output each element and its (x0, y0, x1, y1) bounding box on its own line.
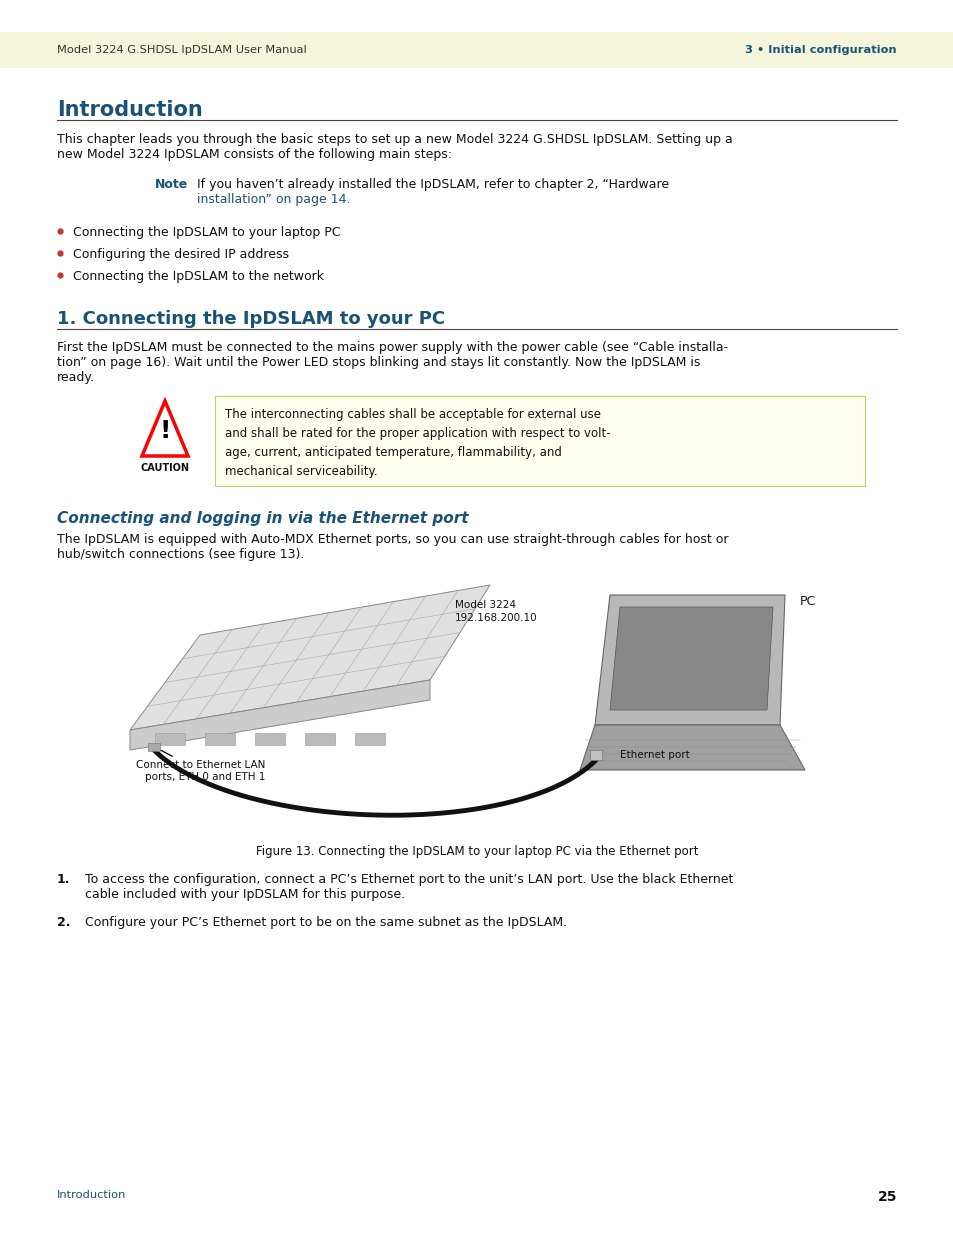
Polygon shape (579, 725, 804, 769)
Text: Configure your PC’s Ethernet port to be on the same subnet as the IpDSLAM.: Configure your PC’s Ethernet port to be … (85, 916, 566, 929)
Text: Model 3224 G.SHDSL IpDSLAM User Manual: Model 3224 G.SHDSL IpDSLAM User Manual (57, 44, 307, 56)
Text: Note: Note (154, 178, 188, 191)
Text: Ethernet port: Ethernet port (619, 750, 689, 760)
Text: age, current, anticipated temperature, flammability, and: age, current, anticipated temperature, f… (225, 446, 561, 459)
Text: CAUTION: CAUTION (140, 463, 190, 473)
Text: The IpDSLAM is equipped with Auto-MDX Ethernet ports, so you can use straight-th: The IpDSLAM is equipped with Auto-MDX Et… (57, 534, 728, 546)
Text: and shall be rated for the proper application with respect to volt-: and shall be rated for the proper applic… (225, 427, 610, 440)
Text: 1. Connecting the IpDSLAM to your PC: 1. Connecting the IpDSLAM to your PC (57, 310, 445, 329)
Bar (148, 743, 160, 751)
Text: 25: 25 (877, 1191, 896, 1204)
Text: tion” on page 16). Wait until the Power LED stops blinking and stays lit constan: tion” on page 16). Wait until the Power … (57, 356, 700, 369)
Text: ready.: ready. (57, 370, 95, 384)
Text: new Model 3224 IpDSLAM consists of the following main steps:: new Model 3224 IpDSLAM consists of the f… (57, 148, 452, 161)
Bar (214, 396, 864, 487)
Bar (305, 734, 335, 745)
Text: Figure 13. Connecting the IpDSLAM to your laptop PC via the Ethernet port: Figure 13. Connecting the IpDSLAM to you… (255, 845, 698, 858)
Text: cable included with your IpDSLAM for this purpose.: cable included with your IpDSLAM for thi… (85, 888, 405, 902)
Text: mechanical serviceability.: mechanical serviceability. (225, 466, 377, 478)
Bar (154, 734, 185, 745)
Polygon shape (609, 606, 772, 710)
Text: The interconnecting cables shall be acceptable for external use: The interconnecting cables shall be acce… (225, 408, 600, 421)
Text: !: ! (159, 419, 171, 443)
Text: Model 3224: Model 3224 (455, 600, 516, 610)
Text: 192.168.200.10: 192.168.200.10 (455, 613, 537, 622)
Polygon shape (130, 585, 490, 730)
Text: hub/switch connections (see figure 13).: hub/switch connections (see figure 13). (57, 548, 304, 561)
Polygon shape (130, 680, 430, 750)
Text: To access the configuration, connect a PC’s Ethernet port to the unit’s LAN port: To access the configuration, connect a P… (85, 873, 733, 885)
Bar (205, 734, 234, 745)
Text: First the IpDSLAM must be connected to the mains power supply with the power cab: First the IpDSLAM must be connected to t… (57, 341, 727, 354)
Text: Introduction: Introduction (57, 100, 203, 120)
Text: Configuring the desired IP address: Configuring the desired IP address (73, 248, 289, 261)
Bar (589, 750, 601, 760)
Bar (254, 734, 285, 745)
Text: installation” on page 14.: installation” on page 14. (196, 193, 350, 206)
Bar (355, 734, 385, 745)
Text: Connecting the IpDSLAM to the network: Connecting the IpDSLAM to the network (73, 270, 324, 283)
Text: Connecting the IpDSLAM to your laptop PC: Connecting the IpDSLAM to your laptop PC (73, 226, 340, 240)
Text: 2.: 2. (57, 916, 71, 929)
Text: This chapter leads you through the basic steps to set up a new Model 3224 G.SHDS: This chapter leads you through the basic… (57, 133, 732, 146)
Polygon shape (142, 401, 188, 456)
Text: Connect to Ethernet LAN
ports, ETH 0 and ETH 1: Connect to Ethernet LAN ports, ETH 0 and… (135, 747, 265, 782)
Text: Connecting and logging in via the Ethernet port: Connecting and logging in via the Ethern… (57, 511, 468, 526)
Text: 3 • Initial configuration: 3 • Initial configuration (744, 44, 896, 56)
Polygon shape (595, 595, 784, 725)
Text: 1.: 1. (57, 873, 71, 885)
Text: Introduction: Introduction (57, 1191, 126, 1200)
Text: If you haven’t already installed the IpDSLAM, refer to chapter 2, “Hardware: If you haven’t already installed the IpD… (196, 178, 668, 191)
Bar (0, 32, 953, 68)
Text: PC: PC (800, 595, 816, 608)
